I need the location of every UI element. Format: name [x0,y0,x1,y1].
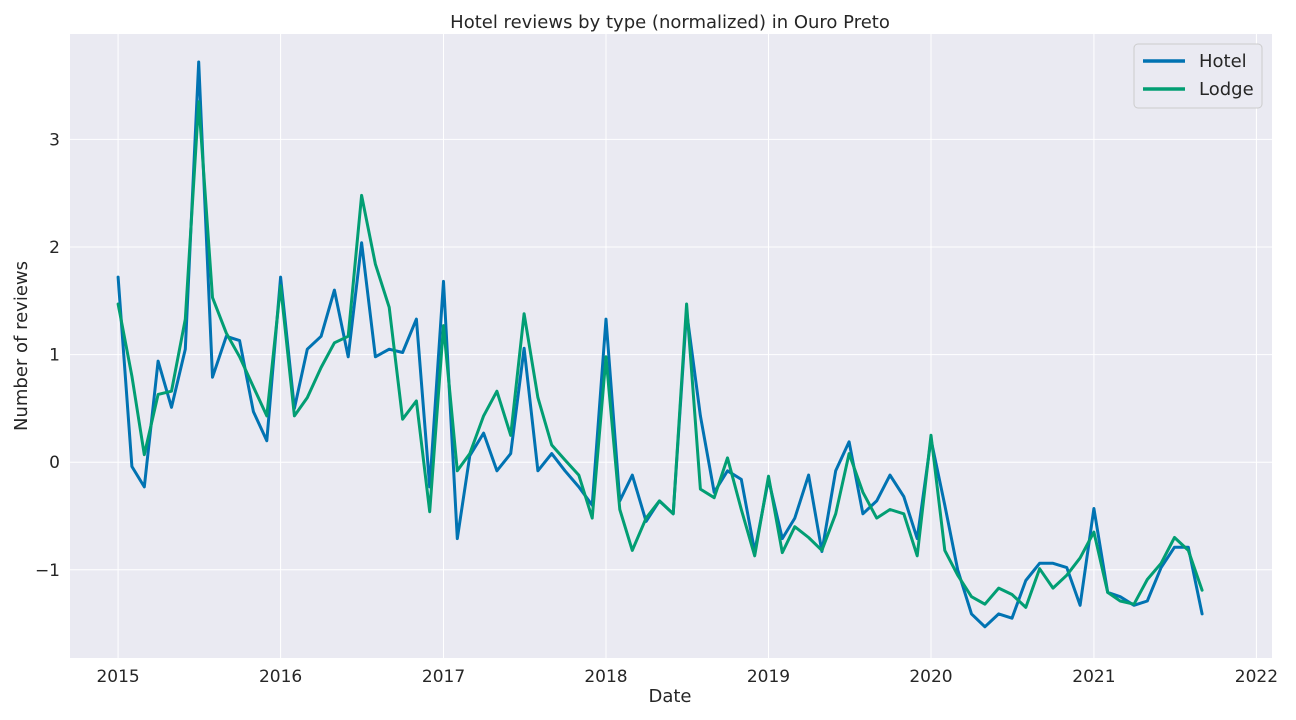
y-tick-label: 2 [49,238,60,258]
chart-title: Hotel reviews by type (normalized) in Ou… [450,12,890,33]
x-tick-label: 2018 [584,667,627,687]
x-tick-label: 2022 [1235,667,1278,687]
legend-label-hotel: Hotel [1199,51,1247,72]
legend-label-lodge: Lodge [1199,79,1254,100]
y-tick-labels: −1 0 1 2 3 [35,130,60,580]
y-tick-label: −1 [35,561,60,581]
x-tick-label: 2016 [259,667,302,687]
x-tick-label: 2020 [909,667,952,687]
gridlines [70,34,1272,658]
y-tick-label: 1 [49,346,60,366]
series-line-lodge [116,100,1204,609]
y-axis-label: Number of reviews [11,261,32,431]
x-axis-label: Date [648,686,691,707]
y-tick-label: 0 [49,453,60,473]
x-tick-labels: 2015 2016 2017 2018 2019 2020 2021 2022 [96,667,1278,687]
x-tick-label: 2015 [96,667,139,687]
x-tick-label: 2021 [1072,667,1115,687]
y-tick-label: 3 [49,130,60,150]
plot-area [70,34,1272,658]
series-lines [116,60,1204,629]
x-tick-label: 2017 [422,667,465,687]
x-tick-label: 2019 [747,667,790,687]
legend: Hotel Lodge [1133,43,1263,109]
